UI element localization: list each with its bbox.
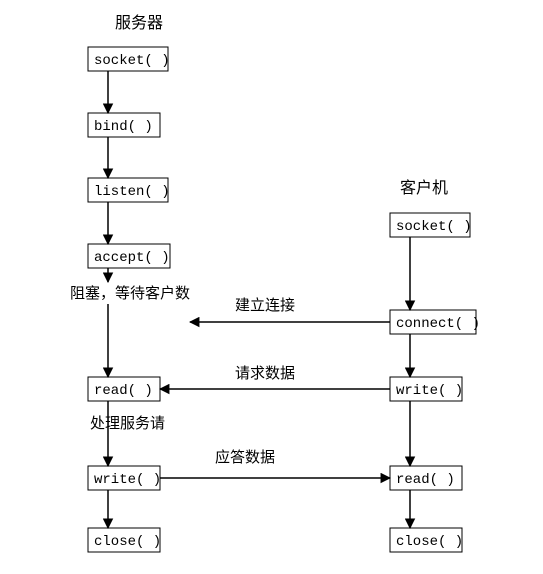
node-s_bind-label: bind( ) — [94, 119, 153, 135]
node-c_read-label: read( ) — [396, 472, 455, 488]
client-title: 客户机 — [400, 179, 448, 197]
node-s_socket-label: socket( ) — [94, 53, 170, 69]
label-req: 请求数据 — [235, 365, 295, 382]
label-conn: 建立连接 — [235, 297, 295, 314]
node-s_listen-label: listen( ) — [94, 184, 170, 200]
node-s_accept-label: accept( ) — [94, 250, 170, 266]
node-c_write-label: write( ) — [396, 383, 463, 399]
node-s_close-label: close( ) — [94, 534, 161, 550]
node-s_read-label: read( ) — [94, 383, 153, 399]
node-s_write-label: write( ) — [94, 472, 161, 488]
label-resp: 应答数据 — [215, 448, 275, 466]
label-blocking: 阻塞，等待客户数 — [70, 284, 190, 302]
flowchart-canvas: 服务器客户机 socket( ) bind( ) listen( ) accept( )… — [0, 0, 543, 574]
node-c_socket-label: socket( ) — [396, 219, 472, 235]
node-c_connect-label: connect( ) — [396, 316, 480, 332]
server-title: 服务器 — [115, 14, 163, 32]
node-c_close-label: close( ) — [396, 534, 463, 550]
label-proc: 处理服务请 — [90, 415, 165, 432]
